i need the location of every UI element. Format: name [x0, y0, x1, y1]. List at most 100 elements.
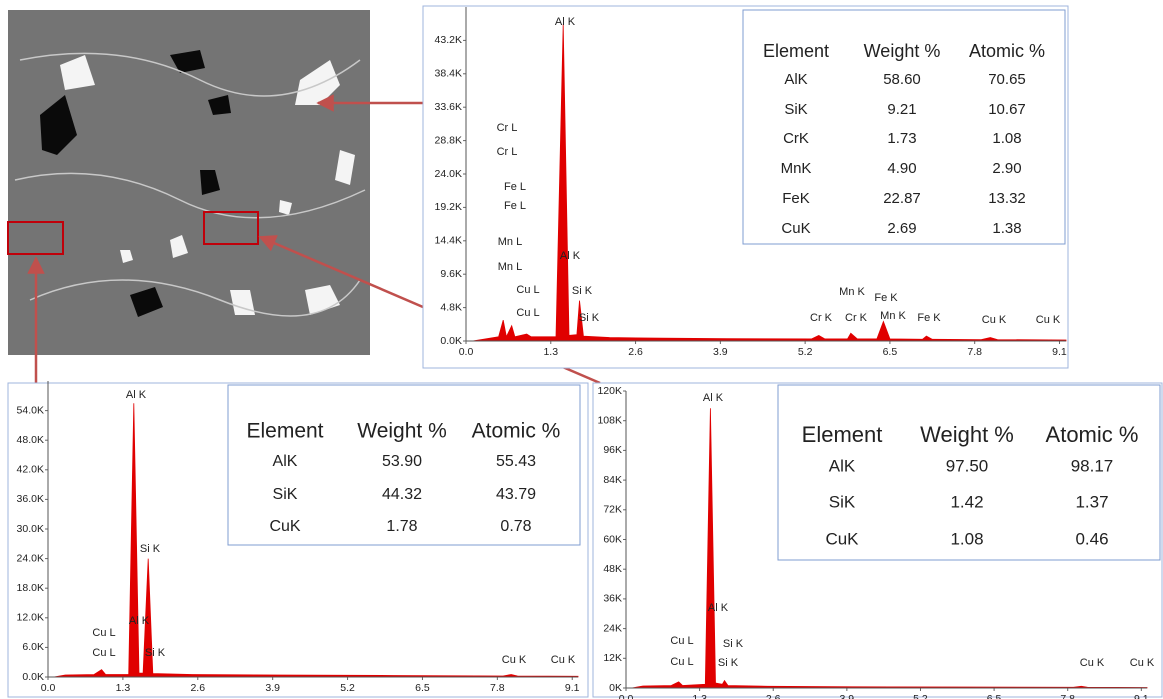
x-tick-label: 5.2 [340, 682, 355, 694]
peak-label: Al K [703, 392, 724, 404]
x-tick-label: 3.9 [713, 346, 728, 358]
peak-label: Al K [129, 615, 150, 627]
peak-label: Cu K [1130, 657, 1155, 669]
peak-label: Cu K [1036, 314, 1061, 326]
table-cell: CuK [269, 518, 300, 535]
table-cell: 53.90 [382, 453, 422, 470]
y-tick-label: 9.6K [440, 268, 462, 280]
table-cell: 1.42 [950, 492, 983, 511]
y-tick-label: 43.2K [435, 34, 462, 46]
peak-label: Fe K [874, 292, 898, 304]
peak-label: Mn K [880, 310, 906, 322]
y-tick-label: 6.0K [22, 641, 44, 653]
peak-label: Cu L [92, 627, 115, 639]
table-cell: 22.87 [883, 190, 921, 207]
table-cell: CuK [781, 220, 810, 237]
table-cell: 97.50 [946, 456, 989, 475]
table-cell: SiK [273, 486, 298, 503]
peak-label: Mn L [498, 236, 522, 248]
sem-image [8, 10, 370, 355]
y-tick-label: 30.0K [17, 523, 44, 535]
y-tick-label: 24.0K [17, 552, 44, 564]
y-tick-label: 108K [597, 414, 622, 426]
y-tick-label: 48K [603, 563, 622, 575]
table-cell: 2.69 [887, 220, 916, 237]
y-tick-label: 42.0K [17, 464, 44, 476]
table-cell: 58.60 [883, 71, 921, 88]
x-tick-label: 3.9 [840, 693, 855, 699]
x-tick-label: 1.3 [543, 346, 558, 358]
peak-label: Cr K [810, 312, 833, 324]
table-cell: AlK [273, 453, 298, 470]
x-tick-label: 0.0 [619, 693, 634, 699]
peak-label: Si K [723, 638, 744, 650]
table-header: Weight % [920, 422, 1014, 447]
x-tick-label: 6.5 [883, 346, 898, 358]
table-cell: 1.08 [992, 130, 1021, 147]
peak-label: Fe L [504, 200, 526, 212]
peak-label: Cr K [845, 312, 868, 324]
table-cell: 98.17 [1071, 456, 1114, 475]
peak-label: Cu K [551, 654, 576, 666]
peak-label: Fe L [504, 181, 526, 193]
table-header: Atomic % [472, 420, 561, 443]
y-tick-label: 84K [603, 474, 622, 486]
table-header: Atomic % [969, 41, 1045, 61]
x-tick-label: 9.1 [565, 682, 580, 694]
x-tick-label: 6.5 [415, 682, 430, 694]
table-cell: 9.21 [887, 101, 916, 118]
table-cell: 1.38 [992, 220, 1021, 237]
x-tick-label: 9.1 [1134, 693, 1149, 699]
x-tick-label: 5.2 [798, 346, 813, 358]
x-tick-label: 7.8 [967, 346, 982, 358]
x-tick-label: 2.6 [628, 346, 643, 358]
peak-label: Cu K [982, 314, 1007, 326]
peak-label: Si K [579, 312, 600, 324]
table-cell: 1.37 [1075, 492, 1108, 511]
y-tick-label: 54.0K [17, 404, 44, 416]
peak-label: Al K [560, 250, 581, 262]
x-tick-label: 9.1 [1052, 346, 1067, 358]
peak-label: Si K [145, 647, 166, 659]
x-tick-label: 7.8 [490, 682, 505, 694]
table-cell: 0.46 [1075, 529, 1108, 548]
table-cell: 0.78 [500, 518, 531, 535]
y-tick-label: 120K [597, 385, 622, 397]
table-cell: AlK [784, 71, 807, 88]
peak-label: Si K [572, 285, 593, 297]
x-tick-label: 3.9 [265, 682, 280, 694]
peak-label: Si K [140, 543, 161, 555]
peak-label: Mn K [839, 286, 865, 298]
table-cell: MnK [781, 160, 812, 177]
peak-label: Cu L [670, 656, 693, 668]
table-cell: 70.65 [988, 71, 1026, 88]
peak-label: Cu L [516, 284, 539, 296]
peak-label: Si K [718, 657, 739, 669]
y-tick-label: 12.0K [17, 612, 44, 624]
peak-label: Cu L [516, 307, 539, 319]
y-tick-label: 72K [603, 504, 622, 516]
table-cell: 13.32 [988, 190, 1026, 207]
x-tick-label: 1.3 [116, 682, 131, 694]
table-cell: 1.78 [386, 518, 417, 535]
x-tick-label: 5.2 [913, 693, 928, 699]
table-header: Atomic % [1046, 422, 1139, 447]
x-tick-label: 0.0 [459, 346, 474, 358]
x-tick-label: 7.8 [1060, 693, 1075, 699]
y-tick-label: 36.0K [17, 493, 44, 505]
table-cell: AlK [829, 456, 856, 475]
y-tick-label: 4.8K [440, 301, 462, 313]
y-tick-label: 36K [603, 593, 622, 605]
y-tick-label: 48.0K [17, 434, 44, 446]
peak-label: Cu L [92, 647, 115, 659]
peak-label: Cu K [1080, 657, 1105, 669]
table-cell: 43.79 [496, 486, 536, 503]
y-tick-label: 18.0K [17, 582, 44, 594]
y-tick-label: 14.4K [435, 235, 462, 247]
y-tick-label: 19.2K [435, 201, 462, 213]
peak-label: Fe K [917, 312, 941, 324]
peak-label: Cr L [497, 122, 518, 134]
table-header: Weight % [357, 420, 447, 443]
figure: 0.0K4.8K9.6K14.4K19.2K24.0K28.8K33.6K38.… [0, 0, 1163, 699]
table-cell: FeK [782, 190, 810, 207]
